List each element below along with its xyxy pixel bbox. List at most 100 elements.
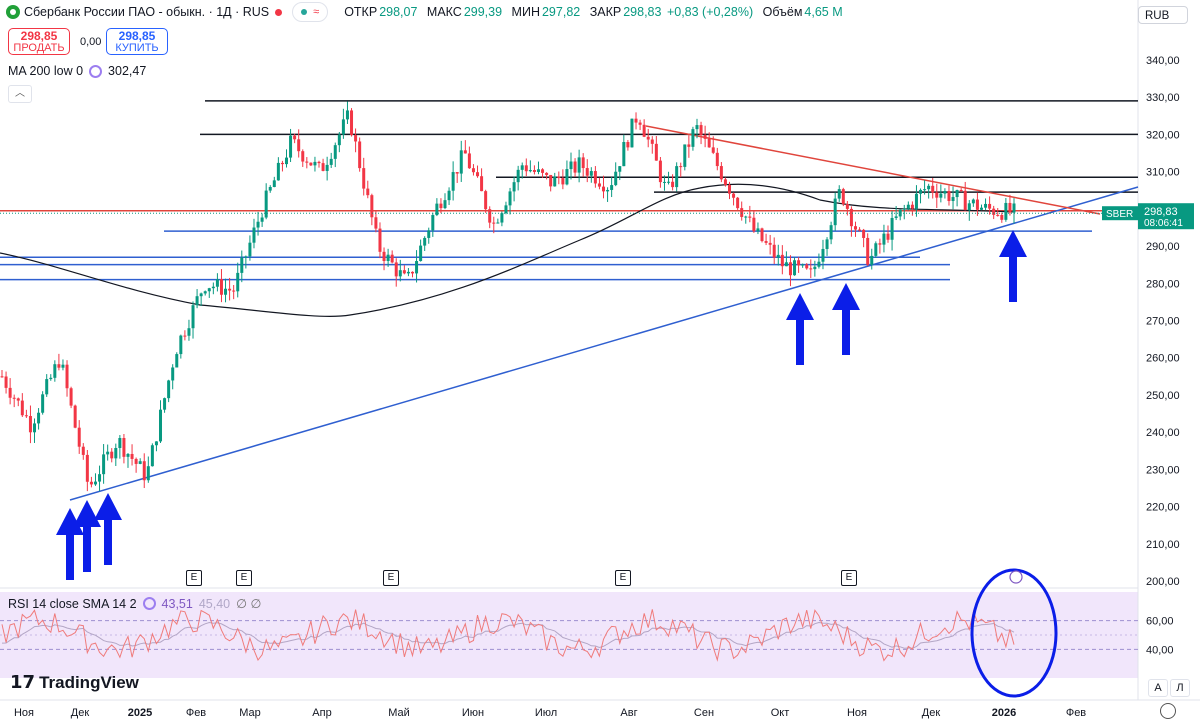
sell-button[interactable]: 298,85 ПРОДАТЬ [8,28,70,55]
rsi-line [1,609,1015,662]
candle-body [935,192,939,198]
candle-body [569,161,573,170]
y-tick-label: 320,00 [1146,129,1180,141]
resistance-trend-line[interactable] [645,125,1101,215]
earnings-mark[interactable]: E [236,570,252,586]
candle-body [504,205,508,214]
candle-body [752,217,756,232]
candle-body [175,354,179,368]
market-status-icon [275,8,283,16]
rsi-legend[interactable]: RSI 14 close SMA 14 2 43,51 45,40 ∅ ∅ [8,596,262,612]
candle-body [817,261,821,267]
annotation-arrow[interactable] [94,493,122,565]
log-scale-button[interactable]: Л [1170,679,1190,697]
rsi-settings-icon[interactable] [142,597,156,610]
annotation-arrow[interactable] [73,500,101,572]
candle-body [585,168,589,176]
candle-body [61,364,65,368]
earnings-mark[interactable]: E [615,570,631,586]
candle-body [329,158,333,165]
candle-body [410,271,414,274]
currency-selector[interactable]: RUB [1138,6,1188,24]
earnings-mark[interactable]: E [841,570,857,586]
candle-body [707,138,711,148]
candle-body [687,144,691,147]
candle-body [24,415,28,417]
candle-body [435,203,439,216]
candle-body [992,208,996,215]
candle-body [134,458,138,464]
tradingview-mark-icon: 𝟭𝟳 [10,672,36,692]
candle-body [431,215,435,231]
auto-scale-button[interactable]: A [1148,679,1168,697]
candle-body [744,216,748,218]
candle-body [723,179,727,185]
candle-body [801,264,805,266]
chart-settings-icon[interactable] [1160,703,1176,719]
candle-body [634,118,638,123]
collapse-legend-button[interactable]: ︿ [8,85,32,103]
candle-body [406,271,410,274]
candle-body [825,239,829,249]
indicator-settings-icon[interactable] [89,64,103,78]
candle-body [463,150,467,154]
ma-indicator-legend[interactable]: MA 200 low 0 302,47 [8,64,147,78]
candle-body [971,199,975,204]
candle-body [354,135,358,142]
candle-body [98,474,102,482]
candle-body [870,255,874,265]
candle-body [610,185,614,190]
candle-body [662,181,666,183]
tradingview-logo[interactable]: 𝟭𝟳 TradingView [10,672,139,692]
indicator-pill[interactable]: ≈ [292,2,329,22]
candle-body [317,161,321,164]
symbol-title[interactable]: Сбербанк России ПАО - обыкн. · 1Д · RUS [24,5,270,19]
candle-body [597,183,601,187]
candle-body [138,461,142,464]
candle-body [341,119,345,135]
candle-body [593,171,597,184]
candle-body [73,405,77,428]
candle-body [951,197,955,202]
annotation-arrow[interactable] [786,293,814,365]
annotation-ellipse[interactable] [970,568,1058,698]
dividend-marker-icon[interactable] [1009,570,1023,584]
candle-body [906,204,910,209]
candle-body [882,233,886,245]
earnings-mark[interactable]: E [186,570,202,586]
candle-body [236,272,240,292]
candle-body [240,257,244,273]
candle-body [975,199,979,210]
x-tick-label: Ноя [847,707,867,719]
candle-body [215,279,219,287]
candle-body [146,466,150,481]
candle-body [207,288,211,292]
candle-body [65,364,69,389]
annotation-arrow[interactable] [999,230,1027,302]
earnings-mark[interactable]: E [383,570,399,586]
candle-body [894,216,898,218]
candle-body [321,163,325,171]
candle-body [837,189,841,199]
candle-body [549,174,553,187]
candle-body [77,427,81,447]
candle-body [679,166,683,168]
annotation-arrow[interactable] [832,283,860,355]
buy-button[interactable]: 298,85 КУПИТЬ [106,28,168,55]
candle-body [780,254,784,267]
candle-body [268,187,272,191]
candle-body [500,213,504,223]
candle-body [264,190,268,218]
candle-body [471,168,475,173]
y-tick-label: 210,00 [1146,539,1180,551]
candle-body [902,208,906,210]
candle-body [382,251,386,261]
candle-body [337,134,341,146]
sber-logo-icon [6,5,20,19]
support-trend-line[interactable] [69,186,1139,501]
candle-body [719,166,723,180]
candle-body [581,157,585,169]
candle-body [528,170,532,172]
candle-body [910,204,914,209]
